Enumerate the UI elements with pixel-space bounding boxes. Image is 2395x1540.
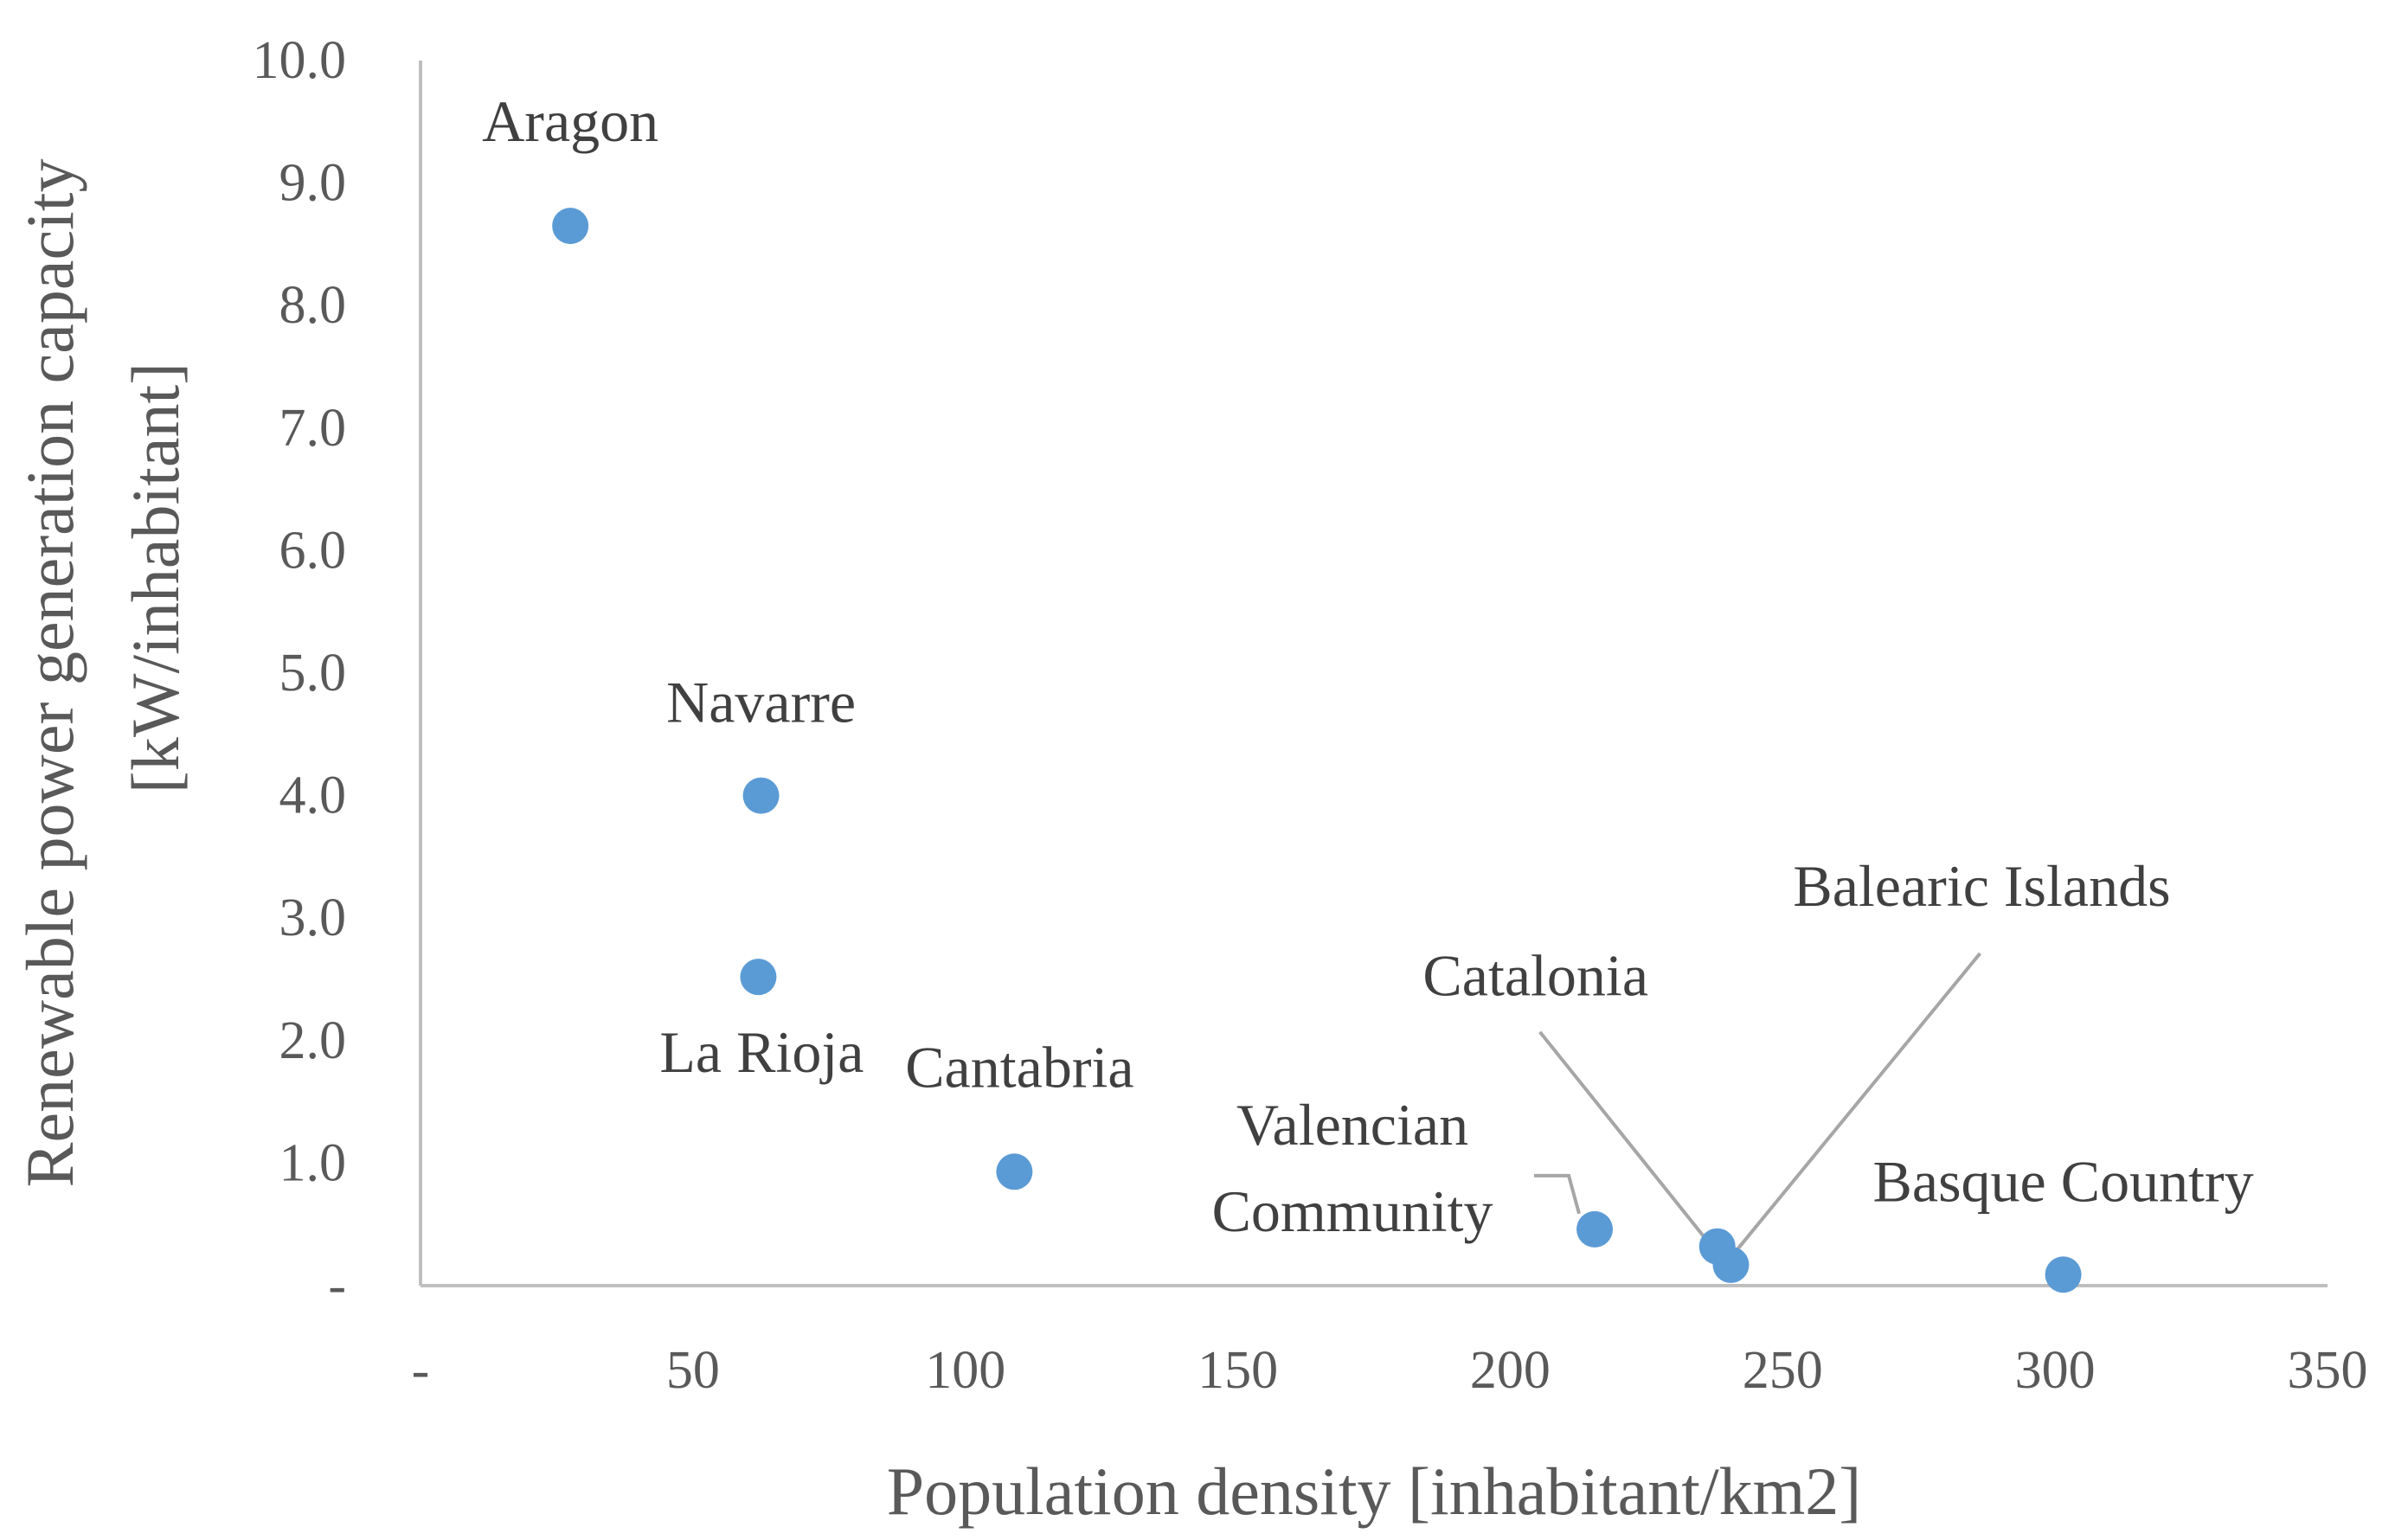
y-axis-title: Renewable power generation capacity [kW/i… bbox=[12, 159, 193, 1188]
x-tick-label: 50 bbox=[666, 1341, 720, 1400]
point-label-navarre: Navarre bbox=[666, 670, 856, 735]
leader-lines bbox=[1534, 952, 1982, 1253]
data-point-cantabria bbox=[996, 1153, 1033, 1190]
x-tick-label: 350 bbox=[2288, 1341, 2368, 1400]
leader-line-catalonia bbox=[1538, 1030, 1705, 1237]
point-label-catalonia: Catalonia bbox=[1422, 943, 1648, 1009]
point-label-la-rioja: La Rioja bbox=[659, 1019, 864, 1085]
y-tick-label: - bbox=[328, 1256, 346, 1315]
data-point-aragon bbox=[552, 208, 589, 245]
y-tick-label: 5.0 bbox=[279, 644, 347, 703]
y-tick-label: 1.0 bbox=[279, 1133, 347, 1192]
leader-line-valencian-community bbox=[1534, 1173, 1581, 1215]
point-label-basque-country: Basque Country bbox=[1873, 1148, 2254, 1214]
y-tick-label: 4.0 bbox=[279, 767, 347, 825]
data-point-balearic-islands bbox=[1712, 1246, 1750, 1283]
point-label-aragon: Aragon bbox=[482, 88, 658, 154]
y-tick-labels: - 1.0 2.0 3.0 4.0 5.0 6.0 7.0 8.0 9.0 10.0 bbox=[253, 31, 347, 1315]
leader-line-balearic-islands bbox=[1734, 952, 1982, 1253]
y-axis-title-line: Renewable power generation capacity bbox=[12, 159, 87, 1188]
point-label-cantabria: Cantabria bbox=[905, 1034, 1133, 1100]
x-tick-label: 300 bbox=[2015, 1341, 2096, 1400]
x-tick-label: 150 bbox=[1198, 1341, 1278, 1400]
x-tick-labels: - 50 100 150 200 250 300 350 bbox=[412, 1341, 2368, 1400]
y-tick-label: 6.0 bbox=[279, 521, 347, 580]
data-point-navarre bbox=[742, 777, 780, 814]
y-tick-label: 8.0 bbox=[279, 276, 347, 335]
data-point-la-rioja bbox=[740, 959, 777, 996]
x-tick-label: 250 bbox=[1743, 1341, 1823, 1400]
x-tick-label: 100 bbox=[925, 1341, 1005, 1400]
axes bbox=[419, 61, 2328, 1287]
x-tick-label: 200 bbox=[1470, 1341, 1551, 1400]
x-axis-title: Population density [inhabitant/km2] bbox=[887, 1453, 1862, 1529]
point-labels: Aragon Navarre La Rioja Cantabria Valencian C… bbox=[482, 88, 2253, 1244]
data-point-basque-country bbox=[2045, 1256, 2082, 1293]
point-label-valencian-community: Valencian bbox=[1236, 1092, 1468, 1158]
point-label-balearic-islands: Balearic Islands bbox=[1793, 853, 2170, 919]
y-tick-label: 9.0 bbox=[279, 154, 347, 213]
y-tick-label: 7.0 bbox=[279, 399, 347, 458]
y-tick-label: 10.0 bbox=[253, 31, 347, 90]
x-tick-label: - bbox=[412, 1341, 430, 1400]
point-label-valencian-community: Community bbox=[1212, 1178, 1493, 1244]
y-tick-label: 2.0 bbox=[279, 1011, 347, 1070]
y-tick-label: 3.0 bbox=[279, 889, 347, 947]
data-points bbox=[552, 208, 2082, 1293]
y-axis-title-line: [kW/inhabitant] bbox=[118, 363, 193, 793]
data-point-valencian-community bbox=[1576, 1210, 1614, 1248]
